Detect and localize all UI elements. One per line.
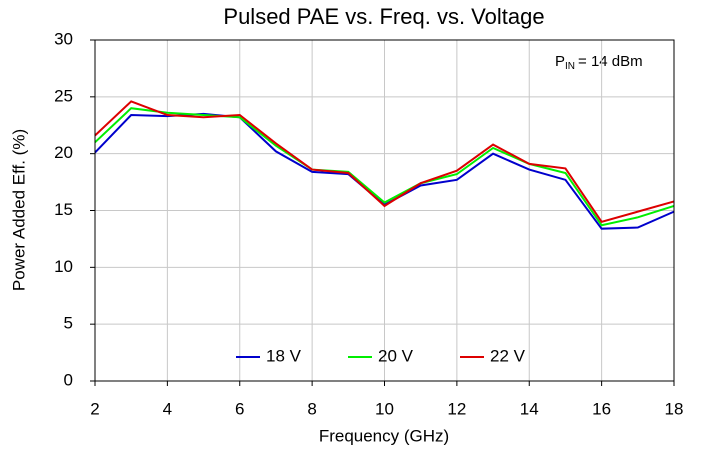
y-tick-label: 10 — [54, 257, 73, 276]
legend-label: 18 V — [266, 346, 302, 365]
plot-frame — [94, 39, 675, 382]
y-tick-label: 30 — [54, 29, 73, 48]
chart-title: Pulsed PAE vs. Freq. vs. Voltage — [223, 4, 544, 29]
legend-label: 20 V — [378, 346, 414, 365]
x-tick-label: 16 — [592, 399, 611, 418]
y-axis-label: Power Added Eff. (%) — [9, 129, 28, 291]
y-tick-label: 20 — [54, 143, 73, 162]
x-tick-label: 6 — [235, 399, 244, 418]
x-tick-label: 14 — [520, 399, 539, 418]
y-tick-label: 0 — [64, 370, 73, 389]
x-tick-label: 2 — [90, 399, 99, 418]
y-tick-label: 15 — [54, 200, 73, 219]
y-tick-label: 5 — [64, 314, 73, 333]
annotation-base: P — [555, 53, 565, 70]
x-tick-label: 10 — [375, 399, 394, 418]
x-tick-label: 18 — [665, 399, 684, 418]
x-axis-label: Frequency (GHz) — [319, 426, 449, 445]
x-tick-label: 4 — [163, 399, 172, 418]
legend-label: 22 V — [490, 346, 526, 365]
annotation-sub: IN — [565, 61, 575, 72]
annotation-text: = 14 dBm — [578, 53, 643, 70]
x-tick-label: 8 — [307, 399, 316, 418]
y-tick-label: 25 — [54, 86, 73, 105]
data-line — [94, 107, 675, 227]
data-line — [94, 100, 675, 224]
annotation: PIN = 14 dBm — [555, 53, 643, 72]
x-tick-label: 12 — [447, 399, 466, 418]
